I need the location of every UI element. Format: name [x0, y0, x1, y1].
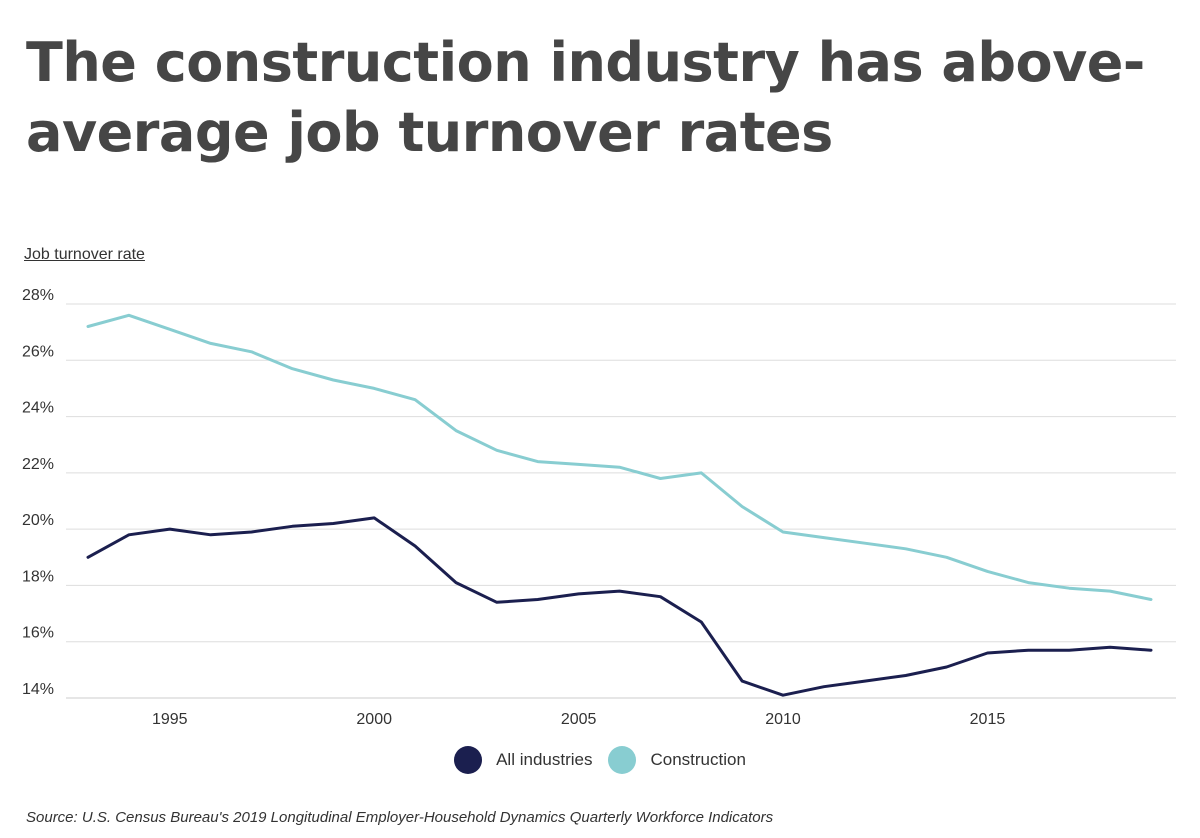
- legend-swatch-construction: [608, 746, 637, 774]
- x-tick-labels: 1995 2000 2005 2010 2015: [152, 711, 1005, 728]
- legend-item-all-industries: All industries: [454, 746, 592, 774]
- x-tick-label: 2010: [765, 711, 801, 728]
- y-tick-label: 26%: [22, 343, 54, 360]
- y-tick-label: 16%: [22, 625, 54, 642]
- legend-label-all-industries: All industries: [496, 750, 593, 769]
- x-tick-label: 2000: [356, 711, 392, 728]
- source-note: Source: U.S. Census Bureau's 2019 Longit…: [26, 809, 774, 826]
- x-tick-label: 2005: [561, 711, 597, 728]
- y-tick-label: 18%: [22, 568, 54, 585]
- x-tick-label: 1995: [152, 711, 188, 728]
- x-tick-label: 2015: [970, 711, 1006, 728]
- grid-layer: [66, 303, 1176, 699]
- y-tick-label: 24%: [22, 400, 54, 417]
- legend: All industries Construction: [0, 746, 1200, 774]
- line-chart: 14% 16% 18% 20% 22% 24% 26% 28% 1995 2000 2005 201…: [22, 287, 1176, 728]
- legend-label-construction: Construction: [650, 750, 746, 769]
- y-tick-label: 14%: [22, 681, 54, 698]
- y-tick-label: 20%: [22, 512, 54, 529]
- y-axis-label: Job turnover rate: [24, 246, 145, 263]
- y-tick-labels: 14% 16% 18% 20% 22% 24% 26% 28%: [22, 287, 54, 698]
- legend-item-construction: Construction: [608, 746, 746, 774]
- y-tick-label: 28%: [22, 287, 54, 304]
- legend-swatch-all-industries: [454, 746, 483, 774]
- series-line-all-industries: [86, 516, 1153, 697]
- page-title: The construction industry has above-aver…: [26, 31, 1145, 164]
- series-line-construction: [86, 313, 1153, 601]
- series-layer: [86, 313, 1153, 697]
- y-tick-label: 22%: [22, 456, 54, 473]
